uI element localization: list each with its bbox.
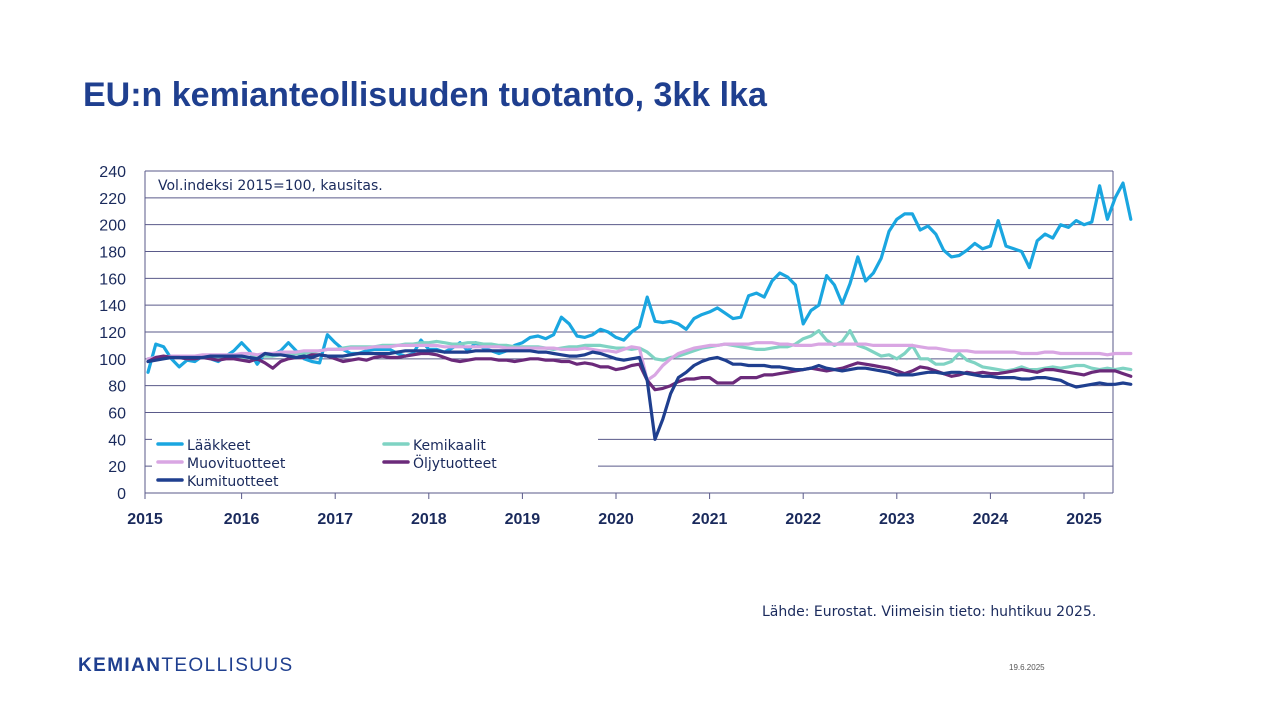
legend-label: Öljytuotteet	[413, 454, 497, 472]
x-tick-label: 2019	[505, 511, 541, 528]
axes: 0 20 40 60 80 100 120 140 160 180 200 220 240 2015 201…	[99, 164, 1114, 528]
series-line-3	[146, 341, 1133, 382]
source-note: Lähde: Eurostat. Viimeisin tieto: huhtik…	[762, 604, 1097, 620]
x-tick-label: 2016	[224, 511, 260, 528]
series-lines	[146, 181, 1133, 441]
x-tick-label: 2021	[692, 511, 728, 528]
x-tick-label: 2020	[598, 511, 634, 528]
y-tick-label: 200	[99, 218, 126, 235]
gridlines	[145, 170, 1113, 467]
x-tick-label: 2024	[973, 511, 1009, 528]
x-tick-label: 2018	[411, 511, 447, 528]
logo-bold-text: KEMIAN	[78, 655, 162, 676]
slide-title: EU:n kemianteollisuuden tuotanto, 3kk lk…	[83, 76, 767, 114]
series-line-5	[146, 349, 1133, 441]
y-tick-label: 220	[99, 191, 126, 208]
logo-light-text: TEOLLISUUS	[161, 655, 294, 676]
legend-background	[152, 432, 598, 490]
legend: Lääkkeet Kemikaalit Muovituotteet Öljytuott…	[152, 432, 598, 490]
x-tick-label: 2023	[879, 511, 915, 528]
y-tick-label: 160	[99, 271, 126, 288]
y-tick-label: 180	[99, 245, 126, 262]
y-tick-label: 60	[108, 406, 126, 423]
x-tick-label: 2015	[127, 511, 163, 528]
chart-annotation: Vol.indeksi 2015=100, kausitas.	[158, 178, 383, 194]
x-tick-label: 2025	[1066, 511, 1102, 528]
legend-label: Muovituotteet	[187, 456, 286, 472]
y-tick-label: 120	[99, 325, 126, 342]
x-tick-label: 2022	[785, 511, 821, 528]
legend-label: Kumituotteet	[187, 474, 279, 490]
series-line-1	[146, 181, 1133, 374]
y-tick-label: 80	[108, 379, 126, 396]
x-tick-label: 2017	[317, 511, 353, 528]
legend-label: Kemikaalit	[413, 438, 486, 454]
y-tick-label: 20	[108, 459, 126, 476]
y-tick-label: 100	[99, 352, 126, 369]
y-tick-label: 140	[99, 298, 126, 315]
y-tick-label: 40	[108, 432, 126, 449]
company-logo: KEMIANTEOLLISUUS	[78, 655, 294, 677]
slide-date: 19.6.2025	[1009, 663, 1045, 672]
y-tick-label: 0	[117, 486, 126, 503]
legend-label: Lääkkeet	[187, 438, 251, 454]
y-tick-label: 240	[99, 164, 126, 181]
